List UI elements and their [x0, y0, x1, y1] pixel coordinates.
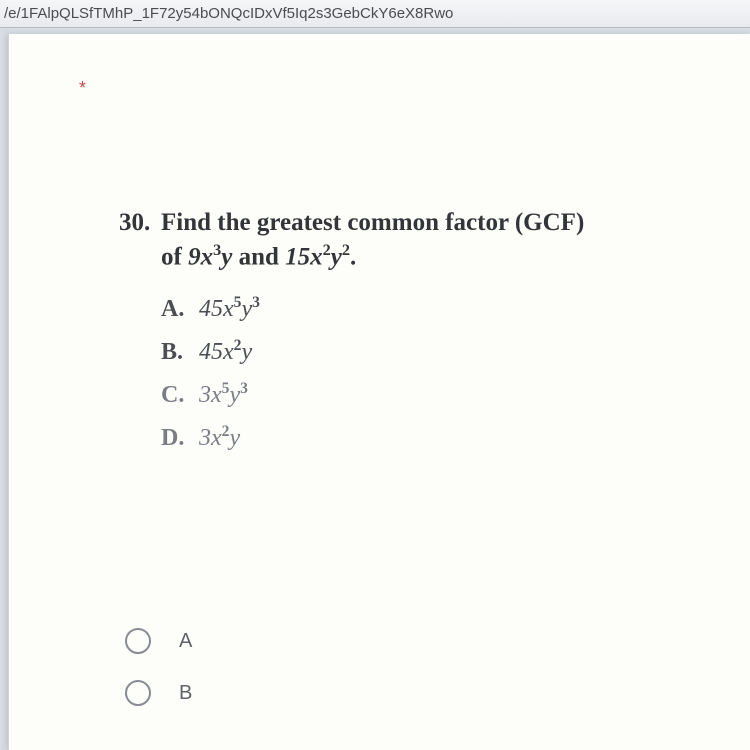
option-c: C. 3x5y3 [161, 380, 710, 409]
answer-options: A. 45x5y3 B. 45x2y C. 3x5y3 D. 3x2y [161, 294, 710, 452]
question-line2: of 9x3y and 15x2y2. [161, 240, 710, 274]
question-number: 30. [119, 206, 161, 240]
question-text: 30.Find the greatest common factor (GCF)… [119, 206, 710, 274]
radio-label: A [179, 630, 192, 653]
radio-option-b[interactable]: B [125, 680, 192, 706]
url-text: /e/1FAlpQLSfTMhP_1F72y54bONQcIDxVf5Iq2s3… [4, 5, 453, 22]
browser-url-bar[interactable]: /e/1FAlpQLSfTMhP_1F72y54bONQcIDxVf5Iq2s3… [0, 0, 750, 28]
question-line1: Find the greatest common factor (GCF) [161, 209, 584, 236]
radio-label: B [179, 682, 192, 705]
radio-circle-icon [125, 680, 151, 706]
required-asterisk: * [79, 78, 86, 99]
radio-option-a[interactable]: A [125, 628, 192, 654]
question-block: 30.Find the greatest common factor (GCF)… [119, 206, 710, 466]
option-a: A. 45x5y3 [161, 294, 710, 323]
radio-circle-icon [125, 628, 151, 654]
radio-group: A B [125, 628, 192, 732]
option-b: B. 45x2y [161, 337, 710, 366]
form-page: * 30.Find the greatest common factor (GC… [8, 34, 750, 750]
option-d: D. 3x2y [161, 423, 710, 452]
